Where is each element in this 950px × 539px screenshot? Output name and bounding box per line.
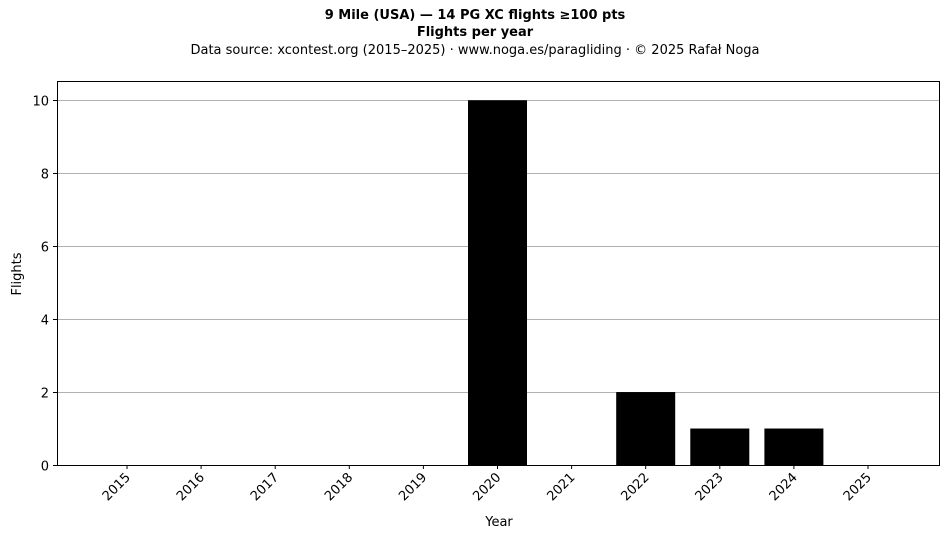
y-tick-label: 6 bbox=[41, 241, 49, 256]
bars bbox=[468, 100, 824, 465]
x-tick-label: 2015 bbox=[100, 470, 134, 504]
data-source-note: Data source: xcontest.org (2015–2025) · … bbox=[190, 43, 760, 58]
y-tick-label: 10 bbox=[32, 95, 49, 110]
x-tick-label: 2019 bbox=[396, 470, 430, 504]
x-tick-label: 2023 bbox=[693, 470, 727, 504]
x-tick-label: 2025 bbox=[841, 470, 875, 504]
y-tick-label: 0 bbox=[41, 460, 49, 475]
bar-2024 bbox=[764, 428, 824, 465]
x-tick-label: 2021 bbox=[544, 470, 578, 504]
x-tick-label: 2016 bbox=[174, 470, 208, 504]
x-tick-label: 2022 bbox=[619, 470, 653, 504]
x-tick-label: 2020 bbox=[470, 470, 504, 504]
plot-frame bbox=[57, 81, 940, 466]
x-tick-label: 2024 bbox=[767, 470, 801, 504]
y-tick-label: 8 bbox=[41, 168, 49, 183]
chart-subtitle: Flights per year bbox=[416, 25, 534, 40]
bar-2022 bbox=[616, 392, 676, 465]
y-axis-label: Flights bbox=[10, 252, 25, 295]
y-tick-label: 4 bbox=[41, 314, 49, 329]
chart-title: 9 Mile (USA) — 14 PG XC flights ≥100 pts bbox=[324, 8, 626, 23]
x-tick-label: 2018 bbox=[322, 470, 356, 504]
x-tick-label: 2017 bbox=[248, 470, 282, 504]
bar-2023 bbox=[690, 428, 750, 465]
x-axis-ticks: 2015 2016 2017 2018 2019 2020 2021 2022 2023 2024… bbox=[100, 465, 875, 504]
y-axis-ticks: 0 2 4 6 8 10 bbox=[32, 95, 57, 475]
bar-2020 bbox=[468, 100, 527, 465]
x-axis-label: Year bbox=[484, 515, 513, 530]
y-tick-label: 2 bbox=[41, 387, 49, 402]
